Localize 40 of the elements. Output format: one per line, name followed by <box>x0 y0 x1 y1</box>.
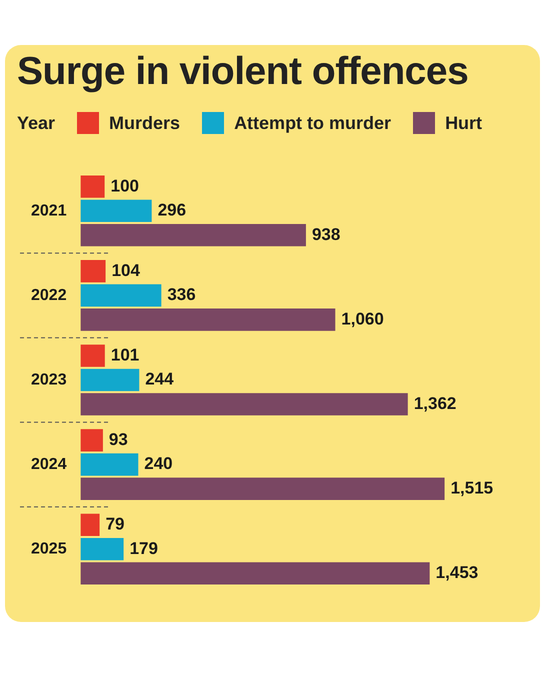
bar <box>80 224 306 246</box>
data-label: 93 <box>108 430 128 450</box>
bar <box>80 393 408 416</box>
chart-title: Surge in violent offences <box>17 50 468 94</box>
data-label: 938 <box>312 224 340 244</box>
legend-label: Attempt to murder <box>234 112 392 134</box>
data-label: 240 <box>144 454 173 474</box>
bar <box>80 429 103 452</box>
y-tick-label: 2025 <box>31 540 67 558</box>
bar <box>80 175 105 198</box>
data-label: 336 <box>167 285 196 304</box>
y-tick-label: 2024 <box>31 456 67 473</box>
bar <box>80 200 152 222</box>
y-tick-label: 2022 <box>31 286 67 304</box>
data-label: 1,060 <box>341 309 384 328</box>
bar <box>80 514 100 536</box>
legend-label: Murders <box>109 112 180 134</box>
data-label: 1,515 <box>450 478 494 498</box>
y-tick-label: 2021 <box>31 202 67 220</box>
bar <box>80 538 124 560</box>
y-axis-title: Year <box>17 112 56 134</box>
data-label: 100 <box>110 176 139 196</box>
data-label: 104 <box>112 260 140 280</box>
y-tick-label: 2023 <box>31 371 67 388</box>
data-label: 1,453 <box>436 563 478 582</box>
data-label: 1,362 <box>414 394 456 413</box>
bar <box>80 368 140 392</box>
bar <box>80 562 430 585</box>
bar <box>80 478 445 500</box>
data-label: 79 <box>106 514 124 534</box>
bar <box>80 344 105 367</box>
bar <box>80 453 138 476</box>
bar <box>80 260 106 282</box>
data-label: 101 <box>110 345 140 364</box>
data-label: 296 <box>158 200 186 220</box>
bar <box>80 308 336 331</box>
bar <box>80 284 162 307</box>
data-label: 244 <box>145 370 174 389</box>
legend-label: Hurt <box>445 112 482 134</box>
data-label: 179 <box>130 538 158 558</box>
